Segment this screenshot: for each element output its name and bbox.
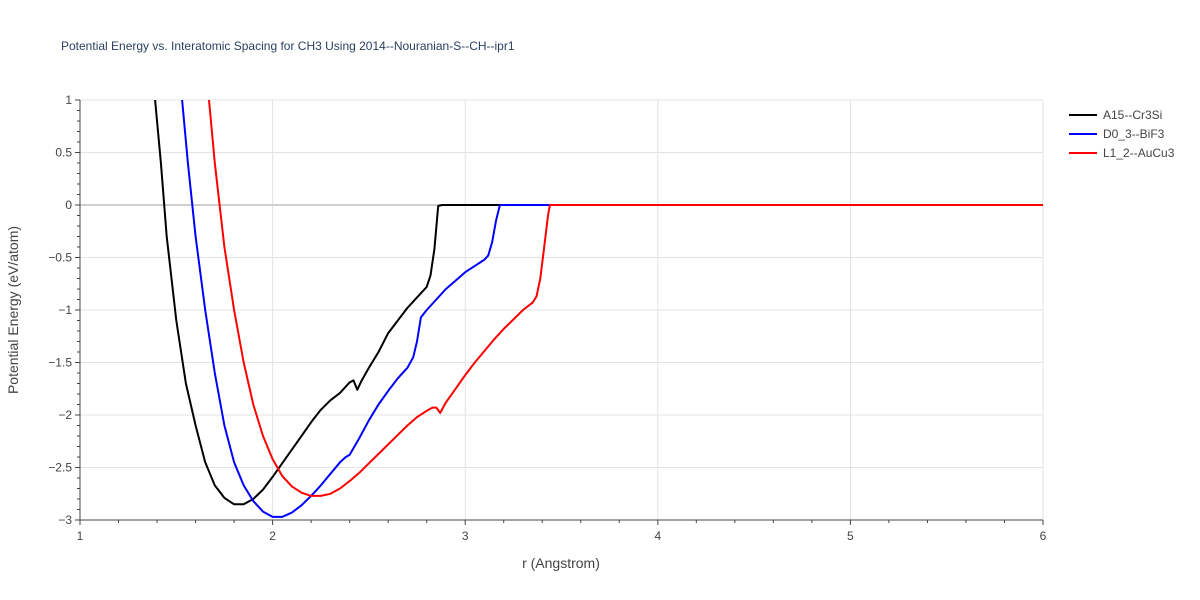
plot-area	[154, 100, 1043, 518]
x-tick-label: 5	[847, 529, 854, 543]
legend-item-0[interactable]: A15--Cr3Si	[1069, 108, 1162, 122]
legend-label: L1_2--AuCu3	[1103, 146, 1175, 160]
x-tick-label: 4	[654, 529, 661, 543]
grid-lines	[80, 99, 1044, 520]
y-tick-label: −1	[58, 303, 72, 317]
y-tick-label: 0	[65, 198, 72, 212]
x-tick-label: 1	[77, 529, 84, 543]
y-tick-label: −0.5	[48, 251, 72, 265]
legend-item-1[interactable]: D0_3--BiF3	[1069, 127, 1165, 141]
series-line-2	[208, 100, 1043, 497]
series-line-1	[181, 100, 1043, 518]
x-tick-label: 6	[1040, 529, 1047, 543]
y-tick-label: 1	[65, 93, 72, 107]
y-axis-title: Potential Energy (eV/atom)	[5, 226, 21, 394]
x-axis-title: r (Angstrom)	[522, 555, 600, 571]
chart-title: Potential Energy vs. Interatomic Spacing…	[61, 39, 515, 53]
y-tick-label: −2.5	[48, 461, 72, 475]
y-tick-label: −3	[58, 513, 72, 527]
y-tick-label: −1.5	[48, 356, 72, 370]
y-tick-label: 0.5	[55, 146, 72, 160]
legend-label: D0_3--BiF3	[1103, 127, 1165, 141]
series-line-0	[154, 100, 1043, 506]
legend[interactable]: A15--Cr3Si D0_3--BiF3 L1_2--AuCu3	[1069, 108, 1175, 160]
legend-item-2[interactable]: L1_2--AuCu3	[1069, 146, 1175, 160]
y-tick-label: −2	[58, 408, 72, 422]
axes	[75, 99, 1044, 525]
tick-labels: 1 2 3 4 5 6 1 0.5 0 −0.5 −1 −1.5 −2 −2.5 −3	[48, 93, 1046, 543]
x-tick-label: 2	[269, 529, 276, 543]
legend-label: A15--Cr3Si	[1103, 108, 1162, 122]
x-tick-label: 3	[462, 529, 469, 543]
